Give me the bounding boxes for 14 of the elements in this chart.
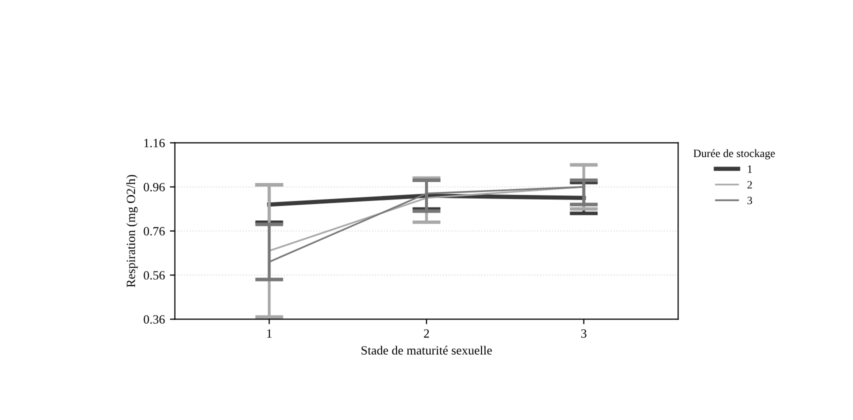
legend-label: 1: [748, 165, 752, 173]
y-tick-label: 1.16: [144, 138, 165, 148]
y-tick-label: 0.36: [144, 315, 165, 324]
y-tick-label: 0.56: [144, 271, 165, 280]
x-tick-label: 2: [424, 329, 429, 338]
x-axis-title: Stade de maturité sexuelle: [362, 346, 492, 355]
legend-title: Durée de stockage: [693, 149, 775, 160]
legend-label: 2: [747, 181, 752, 188]
y-tick-label: 0.76: [144, 227, 165, 236]
x-tick-label: 1: [267, 329, 272, 338]
legend-label: 3: [748, 196, 752, 204]
y-axis-title: Respiration (mg O2/h): [126, 174, 138, 288]
x-tick-label: 3: [581, 329, 586, 338]
y-tick-label: 0.96: [144, 182, 165, 192]
